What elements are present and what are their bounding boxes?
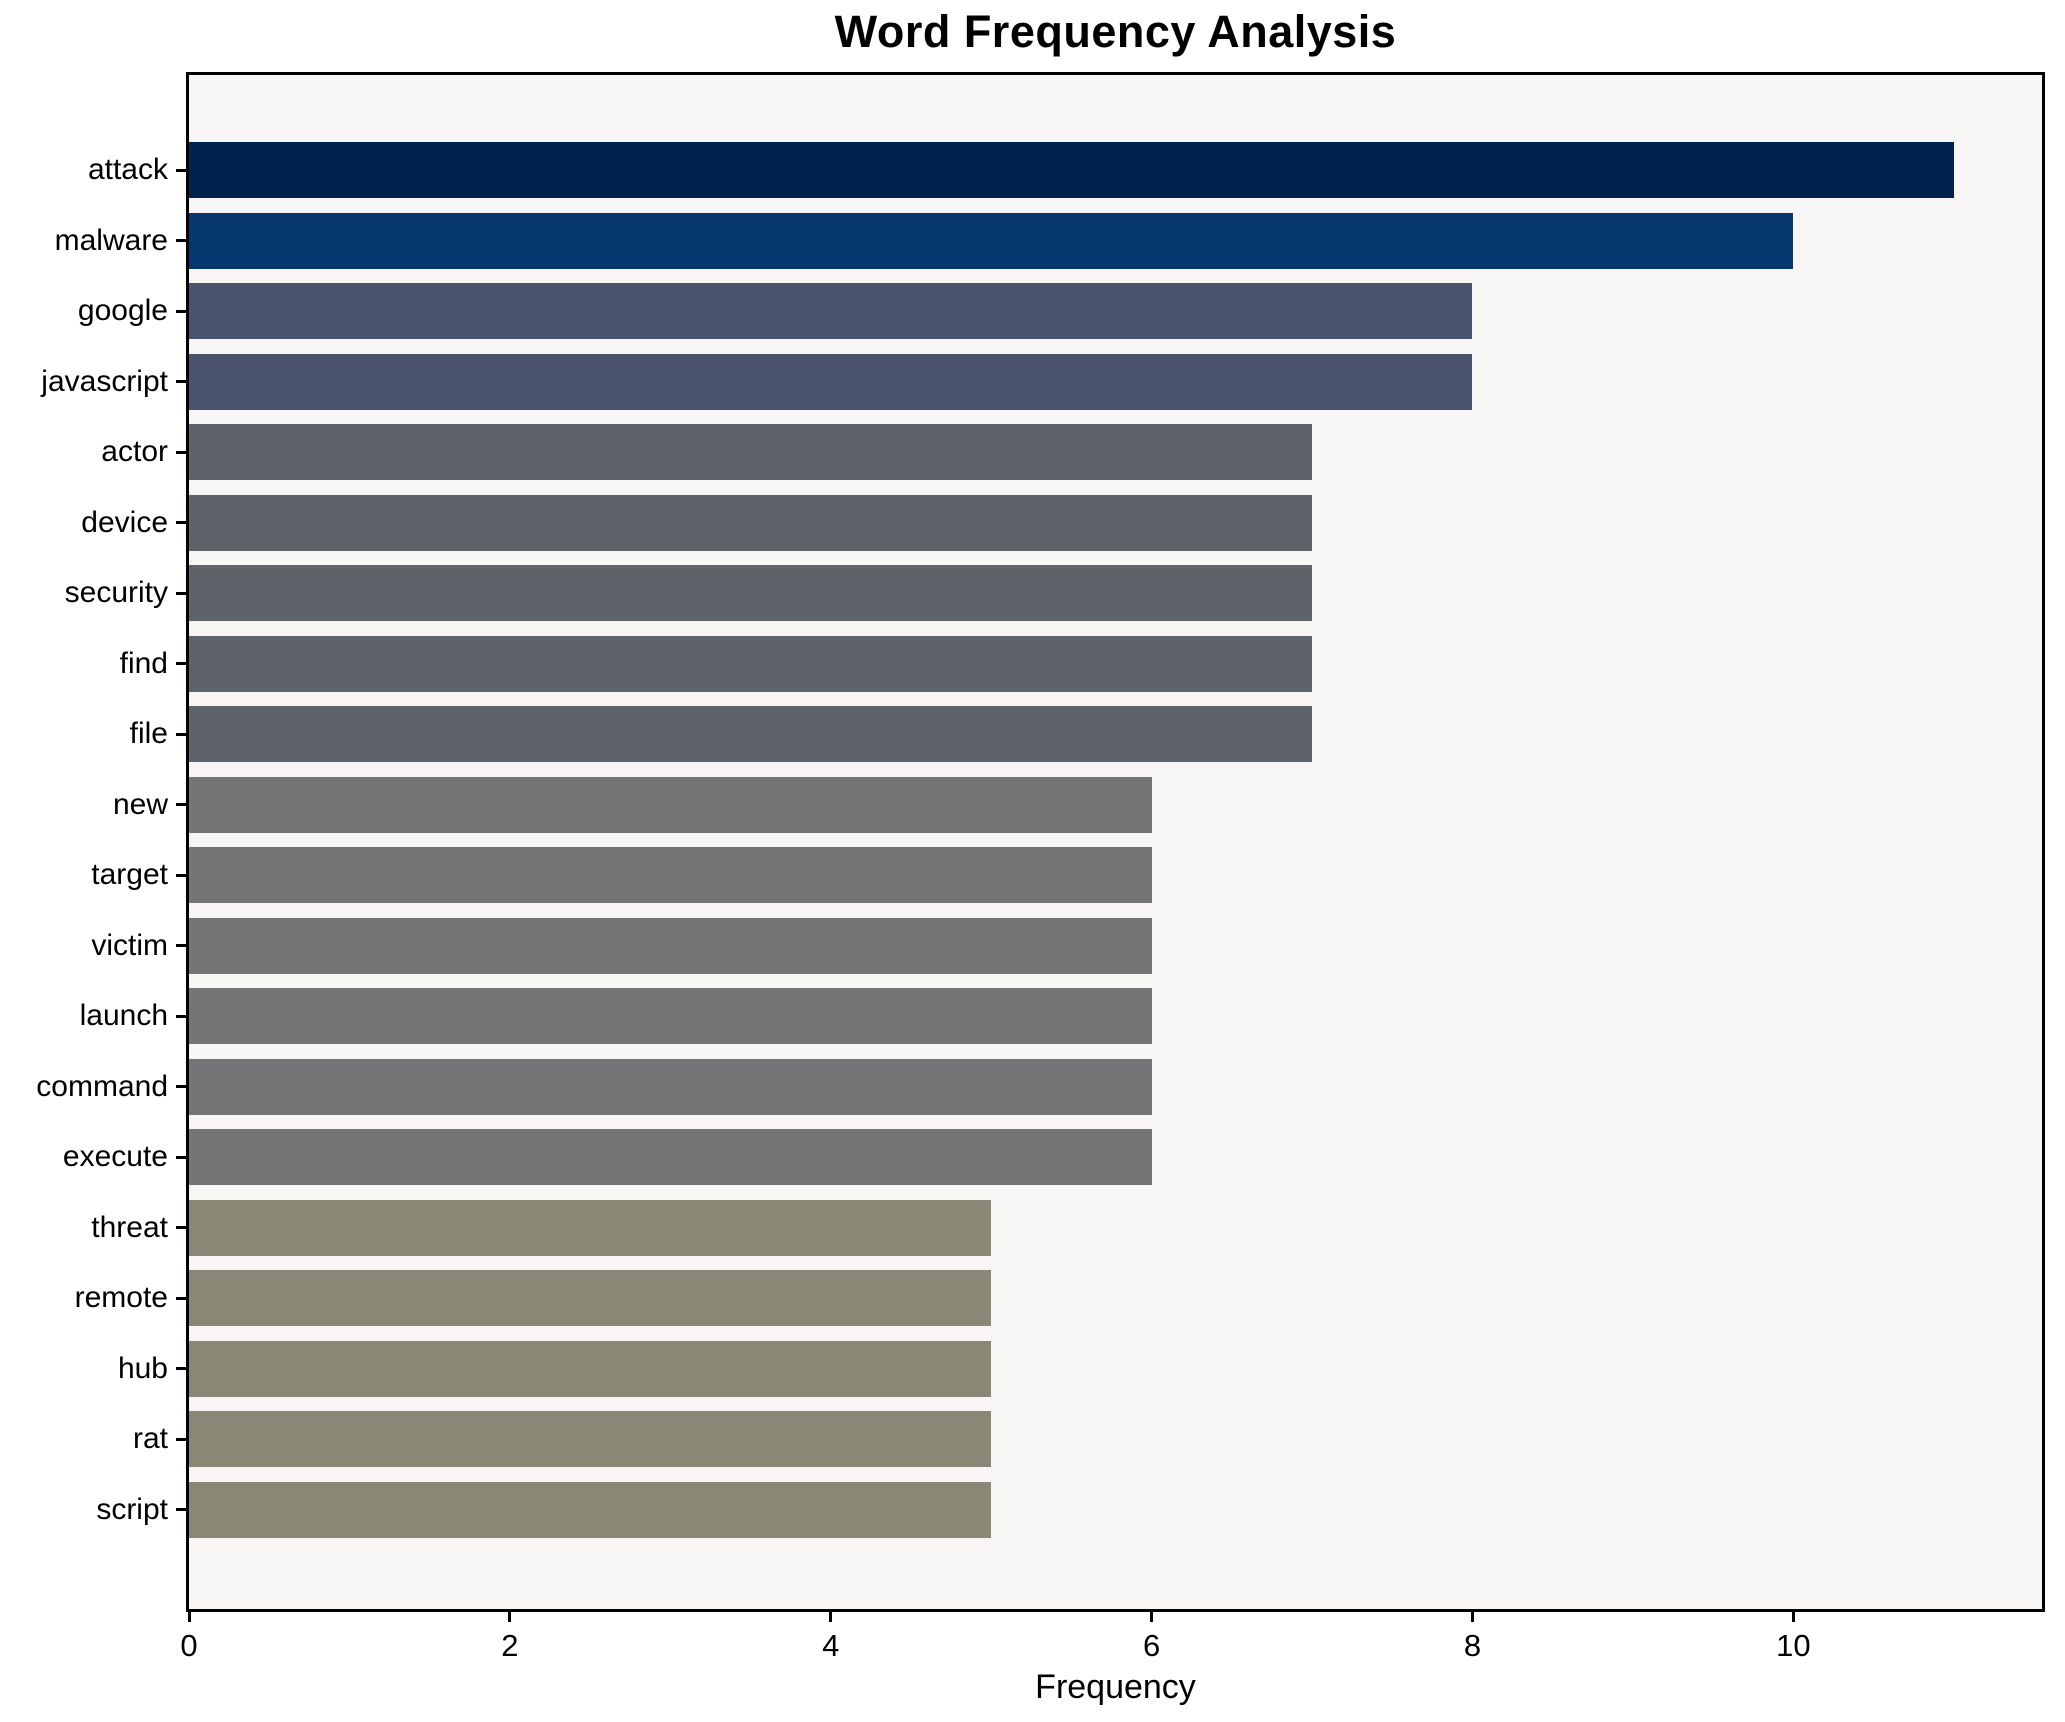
x-tick-label-0: 0 — [180, 1628, 198, 1663]
x-tick-label-2: 2 — [501, 1628, 519, 1663]
y-tick-mark — [176, 309, 186, 313]
y-tick-label-script: script — [96, 1492, 168, 1526]
y-tick-mark — [176, 1014, 186, 1018]
bar-javascript — [189, 353, 1473, 410]
y-tick-label-new: new — [112, 787, 168, 821]
y-tick-label-google: google — [77, 294, 168, 327]
y-tick-label-execute: execute — [62, 1140, 168, 1173]
y-tick-mark — [176, 1226, 186, 1229]
bar-remote — [189, 1270, 992, 1326]
bar-rat — [189, 1411, 992, 1467]
y-tick-label-file: file — [129, 717, 168, 750]
y-tick-mark — [176, 1367, 186, 1370]
y-tick-label-attack: attack — [87, 153, 168, 186]
y-tick-mark — [176, 239, 186, 242]
y-tick-mark — [176, 168, 186, 172]
bar-file — [189, 706, 1313, 762]
y-tick-mark — [176, 944, 186, 947]
x-tick-mark — [187, 1612, 191, 1622]
x-tick-label-8: 8 — [1463, 1628, 1482, 1663]
x-tick-mark — [1150, 1612, 1154, 1622]
y-tick-label-command: command — [36, 1069, 168, 1103]
bar-execute — [189, 1129, 1152, 1185]
y-tick-label-find: find — [119, 646, 168, 680]
bar-find — [189, 635, 1313, 692]
y-tick-mark — [176, 1085, 186, 1088]
y-tick-mark — [176, 1155, 186, 1159]
x-tick-label-10: 10 — [1776, 1628, 1811, 1663]
bar-device — [189, 494, 1313, 551]
bar-malware — [189, 212, 1794, 269]
bar-target — [189, 847, 1152, 903]
y-tick-label-target: target — [91, 858, 168, 891]
y-tick-mark — [176, 873, 186, 877]
x-tick-label-6: 6 — [1142, 1628, 1161, 1663]
chart-title: Word Frequency Analysis — [834, 6, 1397, 57]
y-tick-label-launch: launch — [79, 999, 168, 1032]
y-tick-mark — [176, 450, 186, 454]
bar-launch — [189, 988, 1152, 1044]
y-tick-label-remote: remote — [74, 1281, 168, 1314]
y-tick-mark — [176, 591, 186, 595]
y-tick-mark — [176, 380, 186, 383]
x-axis-title: Frequency — [1035, 1668, 1196, 1706]
bar-new — [189, 776, 1152, 833]
y-tick-mark — [176, 521, 186, 524]
x-tick-mark — [508, 1612, 512, 1622]
bar-hub — [189, 1340, 992, 1397]
y-tick-label-threat: threat — [91, 1210, 168, 1244]
y-tick-mark — [176, 803, 186, 806]
bar-command — [189, 1058, 1152, 1115]
bar-threat — [189, 1199, 992, 1256]
y-tick-label-victim: victim — [91, 928, 168, 962]
plot-area — [186, 72, 2045, 1612]
x-tick-label-4: 4 — [822, 1628, 840, 1663]
y-tick-label-security: security — [64, 576, 168, 609]
x-tick-mark — [829, 1612, 833, 1622]
y-tick-label-hub: hub — [117, 1351, 168, 1385]
y-tick-mark — [176, 732, 186, 736]
bar-attack — [189, 142, 1954, 198]
x-tick-mark — [1791, 1612, 1795, 1622]
bar-actor — [189, 424, 1313, 480]
y-tick-label-actor: actor — [101, 435, 168, 468]
y-tick-label-device: device — [81, 505, 168, 539]
y-tick-label-malware: malware — [54, 223, 168, 257]
y-tick-label-rat: rat — [132, 1422, 168, 1455]
x-tick-mark — [1470, 1612, 1474, 1622]
y-tick-mark — [176, 1508, 186, 1511]
y-tick-label-javascript: javascript — [41, 364, 168, 398]
bar-security — [189, 565, 1313, 621]
bar-google — [189, 283, 1473, 339]
bar-script — [189, 1481, 992, 1538]
y-tick-mark — [176, 1437, 186, 1441]
y-tick-mark — [176, 1296, 186, 1300]
bar-victim — [189, 917, 1152, 974]
y-tick-mark — [176, 662, 186, 665]
